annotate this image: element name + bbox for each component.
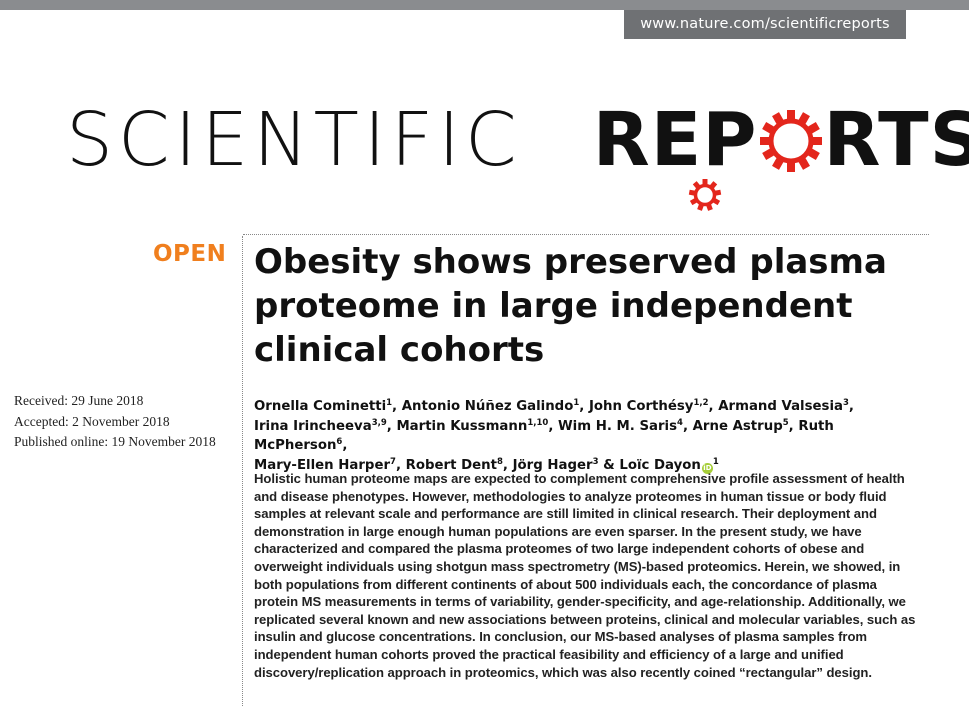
author-name[interactable]: Irina Irincheeva [254,418,372,434]
author-list: Ornella Cominetti1, Antonio Núñez Galind… [254,398,854,474]
affiliation-mark: 1 [386,398,393,408]
affiliation-mark: 1,10 [527,417,549,428]
logo-word-rep: REP [592,97,758,183]
affiliation-mark: 3 [592,456,599,467]
author-name[interactable]: Arne Astrup [692,418,783,434]
author-name[interactable]: John Corthésy [588,399,694,414]
affiliation-mark: 7 [390,456,396,467]
affiliation-mark: 1,2 [693,398,709,408]
article-title: Obesity shows preserved plasma proteome … [254,242,887,370]
affiliation-mark: 8 [496,456,503,467]
published-date: Published online: 19 November 2018 [14,434,216,449]
logo-word-rts: RTS [823,97,969,183]
author-name[interactable]: Ruth McPherson [254,418,834,454]
gear-icon [758,100,824,174]
affiliation-mark: 1 [712,456,719,467]
received-date: Received: 29 June 2018 [14,393,144,408]
small-gear-icon [688,178,722,216]
orcid-icon[interactable]: iD [701,462,713,474]
affiliation-mark: 5 [782,417,789,428]
header-divider [243,234,929,235]
article-dates: Received: 29 June 2018 Accepted: 2 Novem… [14,391,216,453]
article-abstract: Holistic human proteome maps are expecte… [254,471,916,680]
author-name[interactable]: Wim H. M. Saris [558,418,678,434]
author-name[interactable]: Antonio Núñez Galindo [401,399,574,414]
open-access-badge: OPEN [153,241,227,267]
affiliation-mark: 3,9 [371,417,387,428]
column-divider [242,236,243,706]
affiliation-mark: 4 [677,417,683,428]
author-name[interactable]: Robert Dent [405,457,497,473]
journal-url[interactable]: www.nature.com/scientificreports [624,10,906,39]
author-name[interactable]: Loïc Dayon [619,457,701,473]
journal-logo: SCIENTIFIC REP RTS [66,100,969,180]
affiliation-mark: 1 [573,398,580,408]
author-name[interactable]: Jörg Hager [512,457,593,473]
journal-top-bar [0,0,969,10]
affiliation-mark: 6 [336,437,343,447]
logo-word-scientific: SCIENTIFIC [66,97,522,183]
author-name[interactable]: Ornella Cominetti [254,399,387,414]
accepted-date: Accepted: 2 November 2018 [14,413,170,429]
author-name[interactable]: Armand Valsesia [718,399,843,414]
author-name[interactable]: Mary-Ellen Harper [254,457,391,473]
affiliation-mark: 3 [843,398,849,408]
author-name[interactable]: Martin Kussmann [396,418,528,434]
